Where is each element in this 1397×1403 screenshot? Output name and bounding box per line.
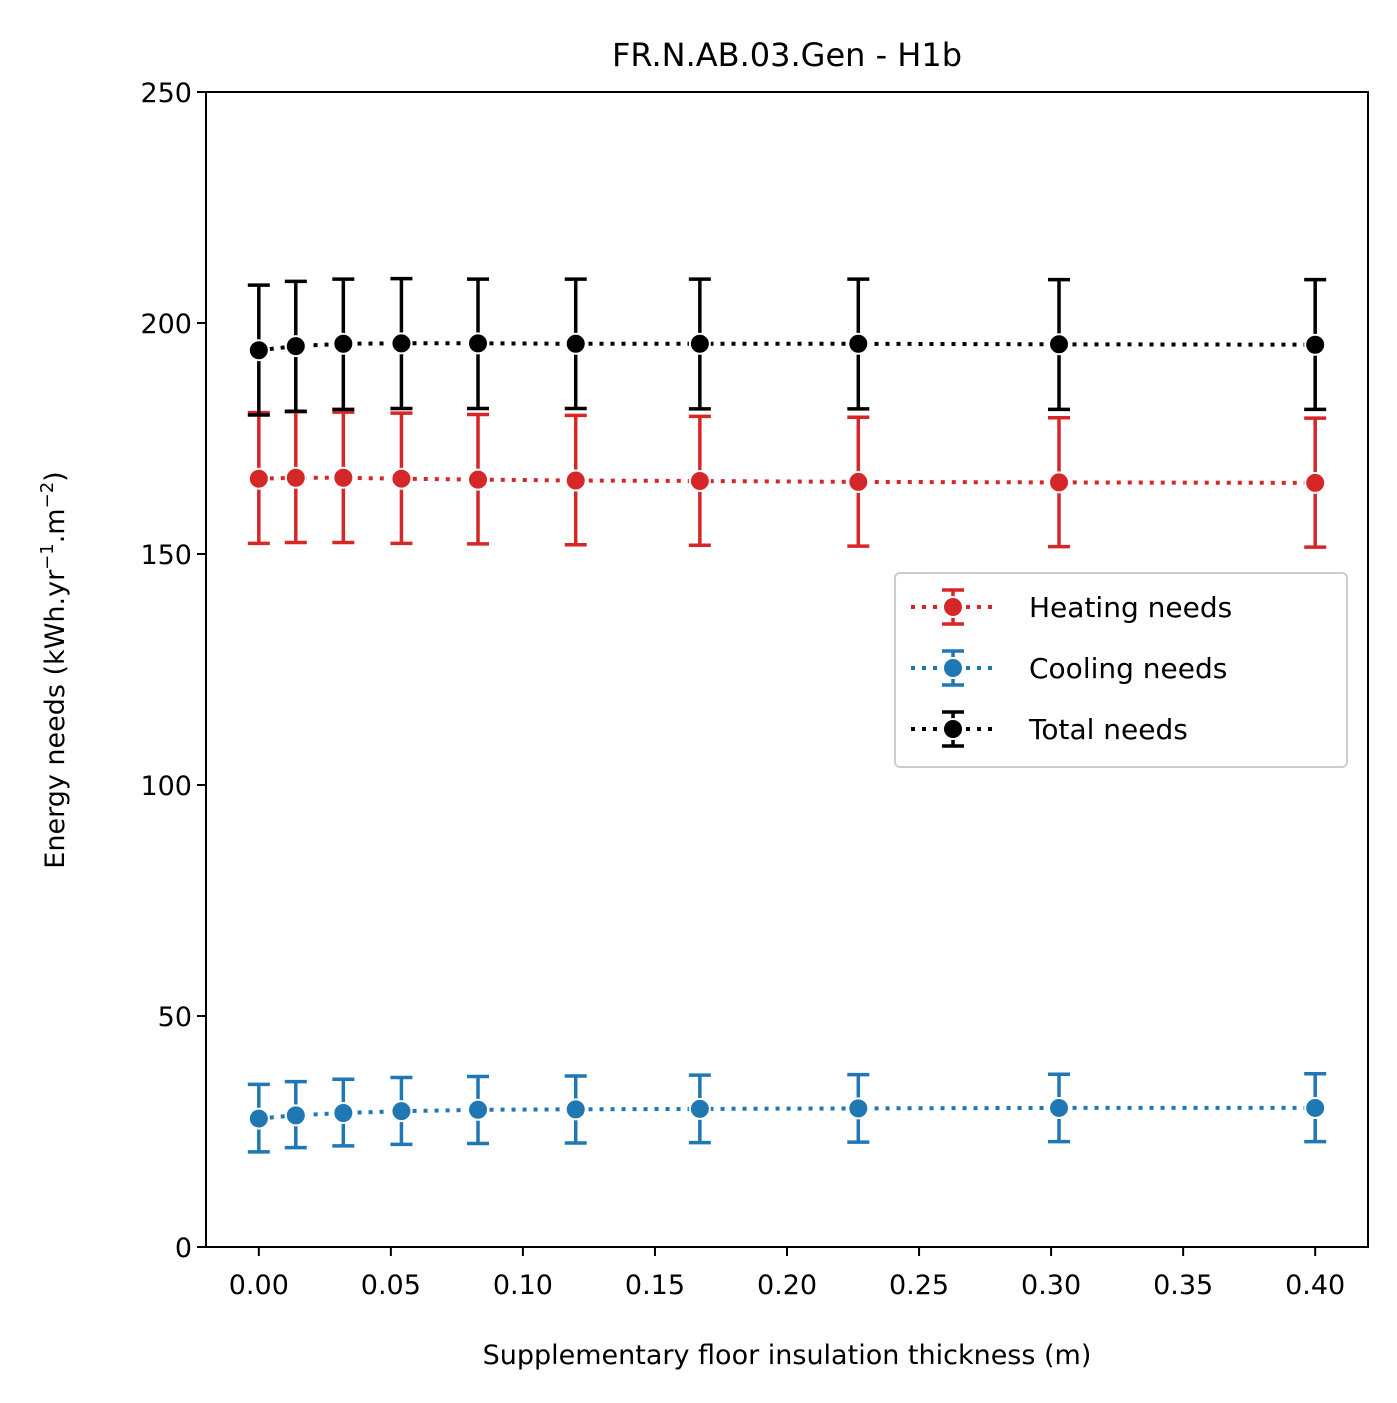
legend: Heating needs Cooling needs Total needs — [894, 572, 1348, 768]
data-point — [332, 466, 355, 489]
data-point — [1048, 333, 1071, 356]
y-axis-label-main: Energy needs (kWh.yr — [40, 569, 71, 869]
data-point — [847, 332, 870, 355]
data-point — [390, 1100, 413, 1123]
data-point — [1304, 333, 1327, 356]
data-point — [564, 469, 587, 492]
data-point — [247, 467, 270, 490]
plot-area — [247, 276, 1327, 1154]
data-point — [284, 1104, 307, 1127]
y-tick-label: 200 — [140, 309, 192, 340]
data-point — [332, 1102, 355, 1125]
data-point — [390, 332, 413, 355]
y-tick-label: 150 — [140, 540, 192, 571]
data-point — [332, 332, 355, 355]
data-point — [1048, 471, 1071, 494]
y-tick-label: 50 — [158, 1002, 192, 1033]
x-axis-label: Supplementary floor insulation thickness… — [483, 1340, 1092, 1371]
x-tick-label: 0.00 — [229, 1270, 289, 1301]
x-tick-label: 0.35 — [1153, 1270, 1213, 1301]
data-point — [1048, 1096, 1071, 1119]
legend-item-3: Total needs — [911, 710, 1188, 748]
data-point — [847, 1097, 870, 1120]
data-point — [284, 335, 307, 358]
legend-marker — [942, 596, 964, 618]
x-tick-label: 0.30 — [1021, 1270, 1081, 1301]
legend-item-1: Heating needs — [911, 588, 1232, 626]
y-axis-label-exp1: −1 — [37, 543, 58, 570]
data-point — [564, 1098, 587, 1121]
series-3 — [247, 276, 1327, 417]
x-tick-label: 0.05 — [361, 1270, 421, 1301]
x-tick-label: 0.40 — [1285, 1270, 1345, 1301]
legend-label: Cooling needs — [1029, 652, 1227, 685]
y-axis-label-mid: .m — [40, 508, 71, 543]
legend-marker — [942, 718, 964, 740]
y-tick-label: 100 — [140, 771, 192, 802]
data-point — [688, 332, 711, 355]
legend-box — [894, 572, 1348, 768]
axes: 0.00 0.05 0.10 0.15 0.20 0.25 0.30 0.35 0.40 0 50 1… — [140, 78, 1369, 1301]
series-2 — [247, 1072, 1327, 1154]
y-tick-label: 0 — [175, 1233, 192, 1264]
data-point — [1304, 1096, 1327, 1119]
data-point — [247, 1107, 270, 1130]
data-point — [284, 466, 307, 489]
data-point — [390, 467, 413, 490]
y-axis-label-exp2: −2 — [37, 482, 58, 509]
data-point — [467, 332, 490, 355]
data-point — [688, 1097, 711, 1120]
x-tick-label: 0.10 — [493, 1270, 553, 1301]
data-point — [467, 468, 490, 491]
y-axis-label-end: ) — [40, 471, 71, 482]
legend-item-2: Cooling needs — [911, 649, 1227, 687]
data-point — [564, 332, 587, 355]
data-point — [247, 339, 270, 362]
x-tick-label: 0.20 — [757, 1270, 817, 1301]
chart-title: FR.N.AB.03.Gen - H1b — [612, 36, 962, 74]
legend-marker — [942, 657, 964, 679]
legend-label: Heating needs — [1029, 591, 1232, 624]
y-tick-label: 250 — [140, 78, 192, 109]
data-point — [688, 470, 711, 493]
series-1 — [247, 409, 1327, 549]
x-tick-label: 0.25 — [889, 1270, 949, 1301]
x-tick-label: 0.15 — [625, 1270, 685, 1301]
data-point — [847, 470, 870, 493]
legend-label: Total needs — [1028, 713, 1188, 746]
y-axis-label: Energy needs (kWh.yr−1.m−2) — [37, 471, 71, 868]
data-point — [467, 1098, 490, 1121]
data-point — [1304, 471, 1327, 494]
